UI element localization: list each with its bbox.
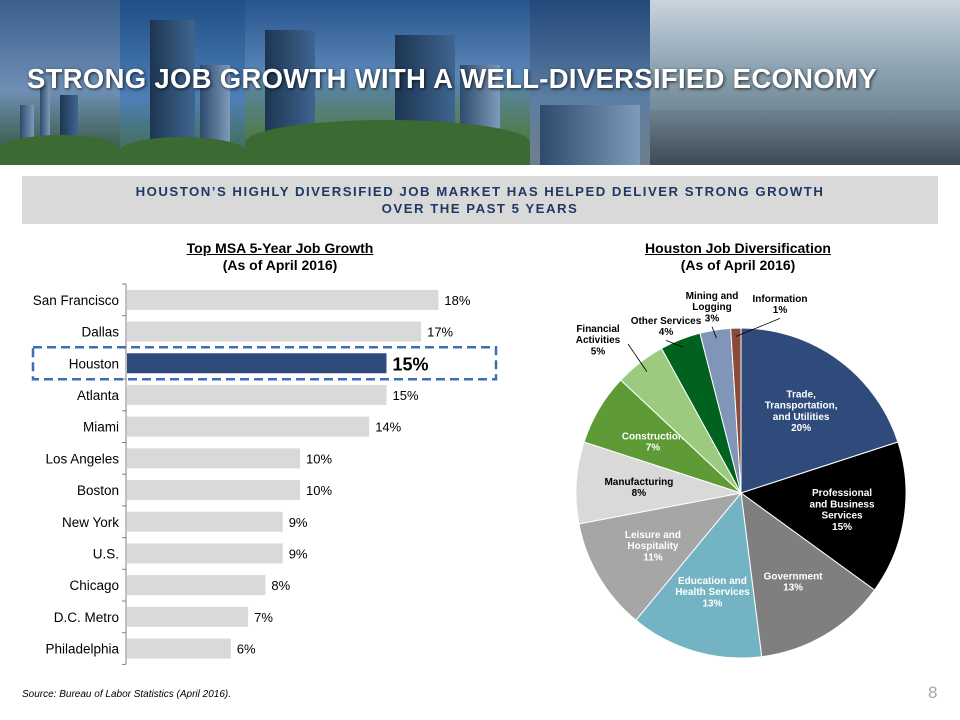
bar-category-label: San Francisco bbox=[33, 293, 119, 308]
pie-slice-label: Other Services 4% bbox=[631, 316, 702, 338]
source-note: Source: Bureau of Labor Statistics (Apri… bbox=[22, 689, 231, 700]
bar-category-label: D.C. Metro bbox=[54, 610, 119, 625]
subtitle-line-1: HOUSTON’S HIGHLY DIVERSIFIED JOB MARKET … bbox=[135, 184, 825, 199]
pie-slice-label: Manufacturing 8% bbox=[604, 477, 673, 499]
banner-photo-atrium bbox=[650, 0, 960, 165]
banner-photo-campus bbox=[245, 0, 530, 165]
bar-chicago bbox=[127, 575, 266, 596]
bar-value-label: 17% bbox=[427, 325, 453, 340]
highlight-box-houston bbox=[31, 346, 498, 381]
banner-photo-plaza bbox=[530, 0, 650, 165]
pie-slice-trade-transportation-and-utilities bbox=[740, 327, 899, 494]
bar-chart-title-block: Top MSA 5-Year Job Growth (As of April 2… bbox=[140, 240, 420, 274]
pie-slice-label: Financial Activities 5% bbox=[576, 324, 621, 357]
pie-chart: Trade, Transportation, and Utilities 20% Pro… bbox=[575, 291, 907, 659]
bar-category-label: Houston bbox=[69, 356, 119, 371]
pie-leader-line bbox=[627, 343, 648, 372]
bar-category-label: U.S. bbox=[93, 546, 119, 561]
bar-los-angeles bbox=[127, 448, 300, 469]
bar-value-label: 18% bbox=[444, 293, 470, 308]
bar-atlanta bbox=[127, 384, 387, 405]
pie-slice-label: Mining and Logging 3% bbox=[686, 291, 739, 324]
pie-slice-label: Professional and Business Services 15% bbox=[810, 488, 875, 533]
bar-value-label: 15% bbox=[393, 388, 419, 403]
banner-photo-skyline bbox=[0, 0, 120, 165]
bar-category-label: Dallas bbox=[81, 325, 119, 340]
bar-philadelphia bbox=[127, 638, 231, 659]
bar-d-c-metro bbox=[127, 606, 249, 627]
bar-u-s- bbox=[127, 543, 283, 564]
pie-leader-line bbox=[711, 326, 717, 339]
page-number: 8 bbox=[928, 683, 938, 702]
bar-value-label: 10% bbox=[306, 451, 332, 466]
bar-category-label: Miami bbox=[83, 420, 119, 435]
subtitle-box: HOUSTON’S HIGHLY DIVERSIFIED JOB MARKET … bbox=[22, 176, 938, 224]
pie-slice-label: Education and Health Services 13% bbox=[675, 576, 750, 609]
pie-slice-label: Construction 7% bbox=[622, 431, 684, 453]
bar-value-label: 7% bbox=[254, 610, 273, 625]
subtitle-line-2: OVER THE PAST 5 YEARS bbox=[381, 201, 579, 216]
pie-chart-subtitle: (As of April 2016) bbox=[680, 257, 796, 273]
bar-category-label: Chicago bbox=[69, 578, 119, 593]
bar-value-label: 6% bbox=[237, 642, 256, 657]
bar-value-label: 14% bbox=[375, 420, 401, 435]
bar-value-label: 8% bbox=[271, 578, 290, 593]
pie-slice-label: Government 13% bbox=[764, 571, 824, 593]
pie-leader-line bbox=[735, 318, 781, 337]
banner-photo-tower bbox=[120, 0, 245, 165]
bar-chart-subtitle: (As of April 2016) bbox=[222, 257, 338, 273]
bar-chart: San Francisco 18% Dallas 17% Houston 15% Atlan… bbox=[31, 283, 498, 665]
pie-chart-title-block: Houston Job Diversification (As of April… bbox=[598, 240, 878, 274]
bar-category-label: Boston bbox=[77, 483, 119, 498]
pie-slice-leisure-and-hospitality bbox=[578, 492, 743, 621]
pie-slice-education-and-health-services bbox=[635, 491, 763, 659]
bar-value-label: 15% bbox=[393, 354, 429, 374]
bar-chart-title: Top MSA 5-Year Job Growth bbox=[186, 240, 374, 256]
pie-slice-information bbox=[730, 327, 742, 494]
pie-slice-professional-and-business-services bbox=[739, 441, 907, 591]
pie-slice-government bbox=[740, 491, 876, 658]
pie-slice-label: Trade, Transportation, and Utilities 20% bbox=[765, 389, 838, 434]
bar-houston bbox=[127, 353, 387, 374]
bar-boston bbox=[127, 480, 300, 501]
pie-slice-label: Information 1% bbox=[753, 294, 808, 316]
bar-value-label: 9% bbox=[289, 546, 308, 561]
bar-new-york bbox=[127, 511, 283, 532]
bar-miami bbox=[127, 416, 370, 437]
bar-category-label: Los Angeles bbox=[45, 451, 119, 466]
bar-san-francisco bbox=[127, 289, 439, 310]
bar-category-label: Atlanta bbox=[77, 388, 120, 403]
header-banner: STRONG JOB GROWTH WITH A WELL-DIVERSIFIE… bbox=[0, 0, 960, 165]
page-title: STRONG JOB GROWTH WITH A WELL-DIVERSIFIE… bbox=[27, 63, 877, 94]
bar-value-label: 10% bbox=[306, 483, 332, 498]
bar-dallas bbox=[127, 321, 422, 342]
bar-value-label: 9% bbox=[289, 515, 308, 530]
pie-slice-label: Leisure and Hospitality 11% bbox=[625, 530, 681, 563]
pie-chart-title: Houston Job Diversification bbox=[645, 240, 831, 256]
bar-category-label: Philadelphia bbox=[45, 642, 119, 657]
bar-category-label: New York bbox=[62, 515, 119, 530]
pie-leader-line bbox=[665, 340, 684, 348]
